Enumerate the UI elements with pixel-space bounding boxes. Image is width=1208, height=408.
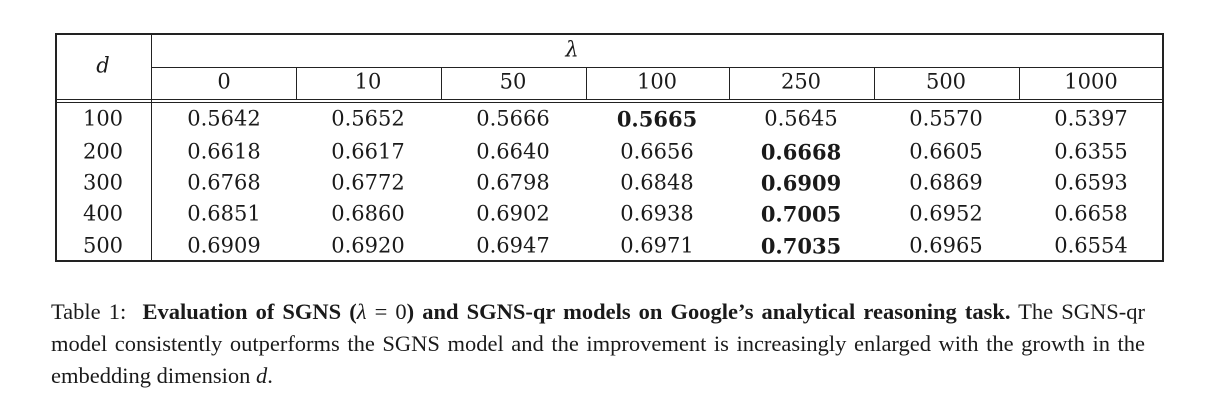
table-cell: 0.6902 — [476, 201, 550, 226]
caption-body: The SGNS-qr model consistently outperfor… — [51, 299, 1145, 388]
caption-lambda: λ — [356, 299, 367, 324]
table-cell: 0.6869 — [909, 170, 983, 195]
caption-label: Table 1: — [51, 299, 127, 324]
table-cell-best: 0.6668 — [760, 139, 842, 165]
table-cell: 0.6920 — [331, 233, 405, 258]
table-caption: Table 1: Evaluation of SGNS (λ = 0) and … — [51, 296, 1145, 392]
caption-end: . — [267, 363, 273, 388]
column-header: 10 — [354, 69, 382, 94]
caption-dimension-var: d — [255, 363, 268, 388]
column-header: 0 — [217, 69, 231, 94]
row-label: 500 — [82, 233, 124, 258]
row-label: 100 — [82, 106, 124, 131]
table-cell: 0.5397 — [1054, 106, 1128, 131]
table-cell: 0.6772 — [331, 170, 405, 195]
col-divider — [586, 67, 587, 100]
row-header-divider — [151, 35, 152, 260]
table-cell: 0.5570 — [909, 106, 983, 131]
column-header: 50 — [499, 69, 527, 94]
table-cell: 0.6355 — [1054, 139, 1128, 164]
table-cell-best: 0.5665 — [616, 106, 698, 132]
caption-bold-part1: Evaluation of SGNS ( — [142, 299, 357, 324]
col-divider — [729, 67, 730, 100]
table-cell: 0.6909 — [187, 233, 261, 258]
table-cell: 0.5666 — [476, 106, 550, 131]
row-header-label: d — [96, 53, 110, 78]
table-cell: 0.6848 — [620, 170, 694, 195]
col-divider — [1019, 67, 1020, 100]
header-rule-partial — [151, 67, 1162, 68]
table-cell-best: 0.7035 — [760, 233, 842, 259]
table-cell: 0.6658 — [1054, 201, 1128, 226]
table-cell: 0.6656 — [620, 139, 694, 164]
table-cell: 0.6617 — [331, 139, 405, 164]
table-cell-best: 0.7005 — [760, 201, 842, 227]
col-divider — [441, 67, 442, 100]
row-label: 400 — [82, 201, 124, 226]
row-label: 300 — [82, 170, 124, 195]
row-label: 200 — [82, 139, 124, 164]
table-cell: 0.6554 — [1054, 233, 1128, 258]
column-header: 250 — [780, 69, 822, 94]
table-cell: 0.5652 — [331, 106, 405, 131]
table-cell: 0.6965 — [909, 233, 983, 258]
table-cell: 0.6851 — [187, 201, 261, 226]
caption-bold-part2: ) and SGNS-qr models on Google’s analyti… — [406, 299, 1011, 324]
column-header: 100 — [636, 69, 678, 94]
caption-zero: 0 — [395, 299, 407, 324]
header-rule-double — [57, 102, 1162, 103]
table-cell: 0.6798 — [476, 170, 550, 195]
table-cell: 0.5642 — [187, 106, 261, 131]
table-cell: 0.6947 — [476, 233, 550, 258]
table-cell: 0.6640 — [476, 139, 550, 164]
table-cell: 0.6860 — [331, 201, 405, 226]
column-header: 500 — [925, 69, 967, 94]
column-header: 1000 — [1064, 69, 1118, 94]
table-cell-best: 0.6909 — [760, 170, 842, 196]
column-group-header: λ — [565, 37, 579, 62]
table-cell: 0.6952 — [909, 201, 983, 226]
table-cell: 0.6768 — [187, 170, 261, 195]
results-table: d λ 0 10 50 100 250 500 1000 100 0.5642 0.5652 0.… — [55, 33, 1164, 262]
table-cell: 0.5645 — [764, 106, 838, 131]
table-cell: 0.6618 — [187, 139, 261, 164]
table-cell: 0.6593 — [1054, 170, 1128, 195]
col-divider — [296, 67, 297, 100]
caption-equals: = — [366, 299, 396, 324]
table-cell: 0.6971 — [620, 233, 694, 258]
table-cell: 0.6938 — [620, 201, 694, 226]
col-divider — [874, 67, 875, 100]
table-cell: 0.6605 — [909, 139, 983, 164]
header-rule — [57, 99, 1162, 100]
